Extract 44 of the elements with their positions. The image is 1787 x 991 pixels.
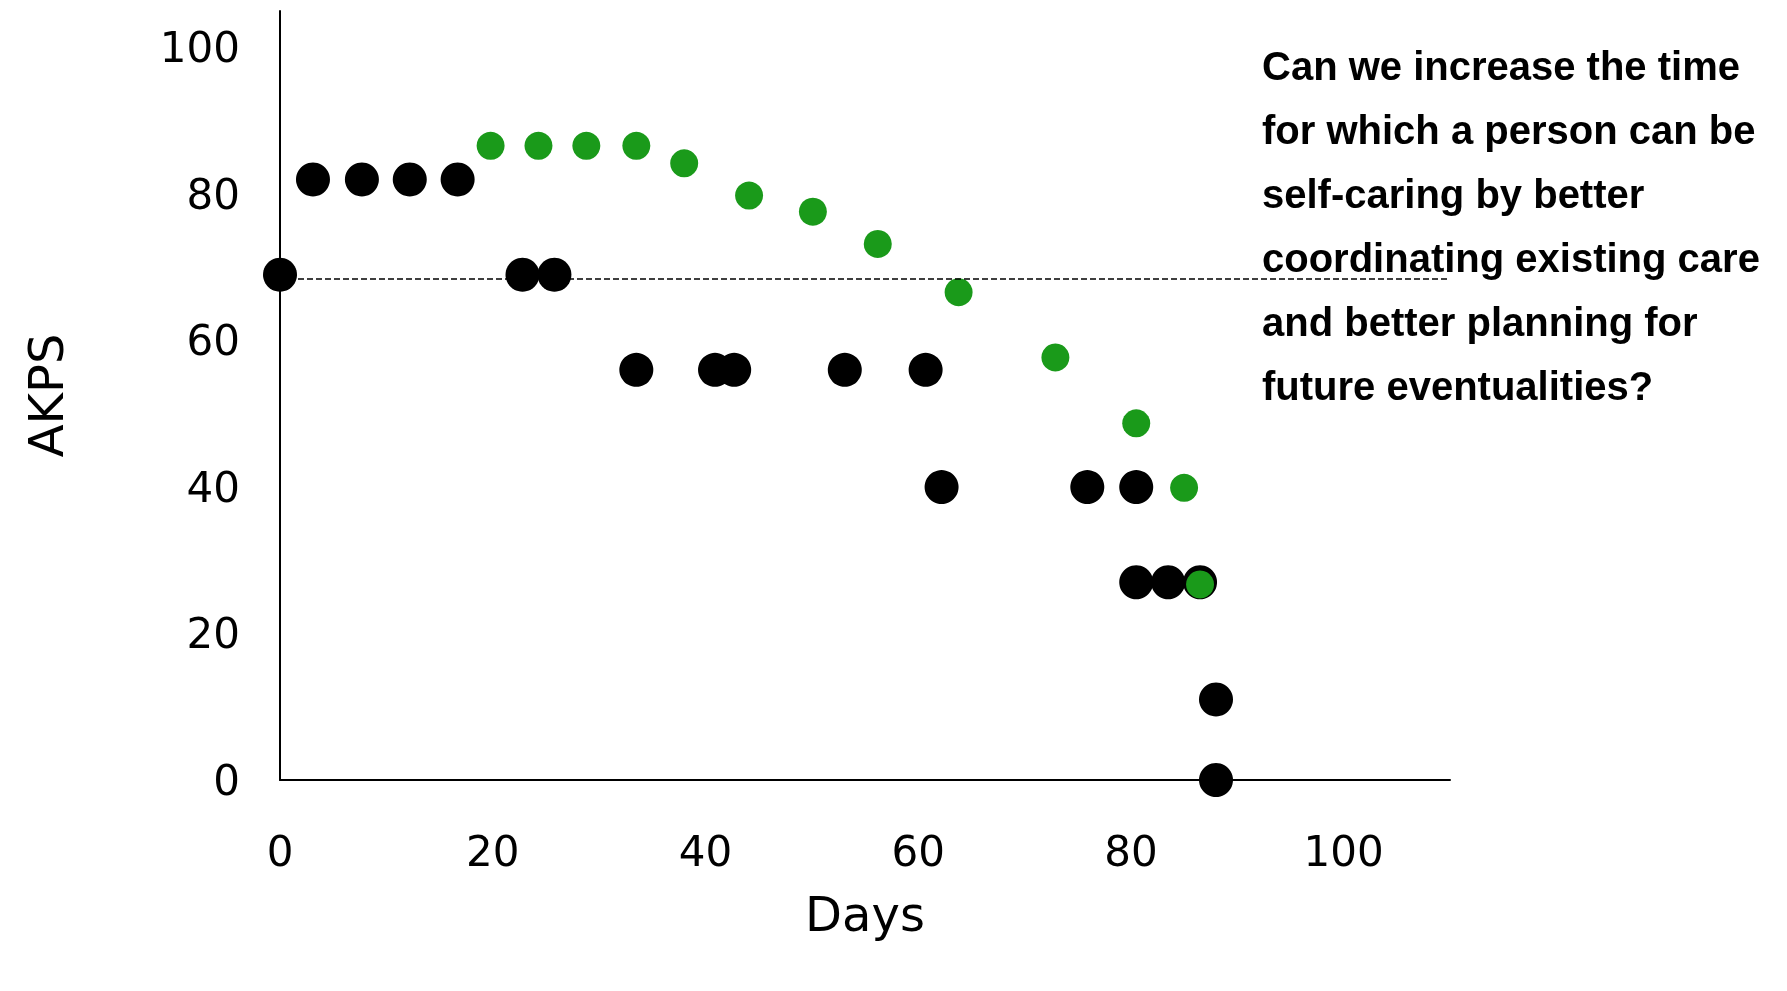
point [296, 162, 330, 197]
point [670, 149, 699, 178]
point [1119, 470, 1154, 505]
point [908, 352, 943, 387]
y-axis-title: AKPS [18, 333, 74, 458]
point [1041, 343, 1070, 372]
point [505, 257, 540, 292]
point [440, 162, 475, 197]
point [1151, 565, 1186, 600]
point [1122, 409, 1151, 438]
x-tick-label: 60 [891, 826, 945, 876]
x-tick-label: 0 [266, 826, 294, 876]
y-tick-label: 100 [159, 23, 240, 73]
point [524, 131, 553, 160]
point [263, 257, 297, 292]
y-tick-label: 80 [186, 169, 240, 219]
point [1119, 565, 1154, 600]
point [798, 197, 827, 226]
point [1199, 763, 1233, 797]
point [924, 470, 959, 505]
point [1070, 470, 1105, 505]
point [863, 229, 892, 258]
y-tick-label: 40 [186, 462, 240, 512]
point [827, 352, 862, 387]
point [572, 131, 601, 160]
point [1199, 682, 1233, 717]
point [735, 181, 764, 210]
point [622, 131, 651, 160]
point [944, 278, 973, 307]
y-tick-label: 60 [186, 316, 240, 366]
point [1170, 473, 1199, 502]
x-tick-label: 100 [1303, 826, 1384, 876]
point [344, 162, 379, 197]
x-tick-label: 80 [1104, 826, 1158, 876]
y-tick-label: 20 [186, 609, 240, 659]
x-tick-label: 40 [678, 826, 733, 876]
y-tick-label: 0 [213, 755, 240, 805]
point [476, 131, 505, 160]
point [392, 162, 427, 197]
x-tick-label: 20 [466, 826, 520, 876]
point [537, 257, 572, 292]
annotation: Can we increase the time for which a person can be self-caring by better coordinating existing care and better planning for future eventualities? [1262, 44, 1772, 408]
x-axis-title: Days [805, 886, 925, 942]
point [619, 352, 654, 387]
